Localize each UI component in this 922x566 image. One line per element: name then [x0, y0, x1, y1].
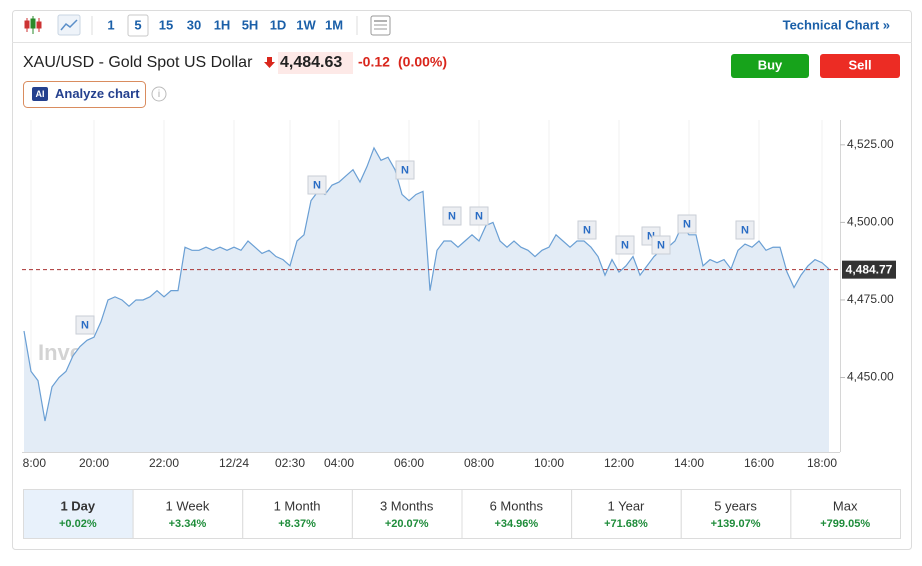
period-change: +139.07%: [711, 518, 761, 530]
x-tick-label: 14:00: [674, 456, 704, 470]
period-label[interactable]: 1 Year: [608, 498, 646, 513]
info-icon[interactable]: [151, 86, 167, 102]
period-label[interactable]: 3 Months: [380, 498, 434, 513]
table-icon[interactable]: [370, 15, 391, 36]
price-line: [23, 146, 830, 422]
news-marker-label[interactable]: N: [683, 218, 691, 230]
period-change: +20.07%: [385, 518, 429, 530]
period-cell[interactable]: [790, 489, 901, 539]
period-cell[interactable]: [23, 489, 134, 539]
news-marker-label[interactable]: N: [583, 224, 591, 236]
period-cell[interactable]: [132, 489, 244, 539]
news-marker[interactable]: [75, 315, 95, 335]
x-tick-label: 16:00: [744, 456, 774, 470]
period-cell[interactable]: [461, 489, 573, 539]
interval-button[interactable]: 15: [159, 17, 173, 32]
y-tick-label: 4,500.00: [847, 215, 894, 229]
y-tick-label: 4,475.00: [847, 292, 894, 306]
y-tick-label: 4,525.00: [847, 137, 894, 151]
interval-button[interactable]: 1D: [270, 17, 287, 32]
analyze-button[interactable]: [23, 81, 146, 108]
interval-button[interactable]: 30: [187, 17, 201, 32]
period-cell[interactable]: [242, 489, 353, 539]
interval-button[interactable]: 5: [134, 17, 141, 32]
period-change: +71.68%: [604, 518, 648, 530]
news-marker-label[interactable]: N: [741, 224, 749, 236]
interval-button[interactable]: 1M: [325, 17, 343, 32]
buy-button[interactable]: [731, 54, 809, 78]
news-marker[interactable]: [615, 235, 635, 255]
interval-button[interactable]: 1H: [214, 17, 231, 32]
area: [24, 147, 829, 452]
news-marker-label[interactable]: N: [448, 210, 456, 222]
ai-badge: [32, 87, 48, 101]
candle-icon[interactable]: [24, 16, 42, 34]
x-tick-label: 12:00: [604, 456, 634, 470]
x-tick-label: 10:00: [534, 456, 564, 470]
news-marker[interactable]: [577, 220, 597, 240]
x-tick-label: 12/24: [219, 456, 249, 470]
period-change: +0.02%: [59, 518, 97, 530]
x-tick-label: 22:00: [149, 456, 179, 470]
news-marker-label[interactable]: N: [647, 230, 655, 242]
change-pct: (0.00%): [398, 54, 447, 70]
period-label[interactable]: 6 Months: [490, 498, 544, 513]
period-label[interactable]: 1 Day: [60, 498, 95, 513]
x-tick-label: 18:00: [807, 456, 837, 470]
technical-chart-link[interactable]: Technical Chart »: [783, 17, 890, 32]
instrument-title: XAU/USD - Gold Spot US Dollar: [23, 54, 253, 71]
news-marker[interactable]: [651, 235, 671, 255]
period-label[interactable]: 5 years: [714, 498, 757, 513]
reference-label-bg: [842, 260, 896, 279]
period-cell[interactable]: [351, 489, 463, 539]
buy-label[interactable]: Buy: [758, 57, 783, 72]
news-marker[interactable]: [677, 214, 697, 234]
x-tick-label: 08:00: [464, 456, 494, 470]
period-change: +34.96%: [494, 518, 538, 530]
price-bg: [278, 52, 353, 74]
analyze-label[interactable]: Analyze chart: [55, 86, 140, 101]
period-change: +799.05%: [820, 518, 870, 530]
info-icon-i: i: [158, 89, 160, 100]
period-label[interactable]: Max: [833, 498, 858, 513]
price: 4,484.63: [280, 54, 342, 71]
news-marker-label[interactable]: N: [81, 319, 89, 331]
news-marker[interactable]: [735, 220, 755, 240]
news-marker[interactable]: [307, 175, 327, 195]
sell-button[interactable]: [820, 54, 900, 78]
sell-label[interactable]: Sell: [848, 57, 871, 72]
interval-active: [127, 14, 149, 37]
news-marker-label[interactable]: N: [313, 179, 321, 191]
period-cell[interactable]: [680, 489, 792, 539]
period-change: +3.34%: [169, 518, 207, 530]
interval-button[interactable]: 5H: [242, 17, 259, 32]
x-tick-label: 06:00: [394, 456, 424, 470]
news-marker-label[interactable]: N: [401, 164, 409, 176]
period-cell[interactable]: [571, 489, 682, 539]
news-marker-label[interactable]: N: [657, 239, 665, 251]
news-marker[interactable]: [442, 206, 462, 226]
period-change: +8.37%: [278, 518, 316, 530]
interval-button[interactable]: 1: [107, 17, 114, 32]
period-label[interactable]: 1 Week: [166, 498, 210, 513]
x-tick-label: 18:00: [16, 456, 46, 470]
x-tick-label: 20:00: [79, 456, 109, 470]
down-arrow: [264, 57, 275, 68]
area-icon[interactable]: [57, 14, 81, 36]
period-label[interactable]: 1 Month: [274, 498, 321, 513]
news-marker-label[interactable]: N: [475, 210, 483, 222]
x-tick-label: 04:00: [324, 456, 354, 470]
ai-badge-text: AI: [36, 89, 45, 99]
reference-label: 4,484.77: [846, 262, 893, 276]
news-marker[interactable]: [395, 160, 415, 180]
x-tick-label: 02:30: [275, 456, 305, 470]
news-marker[interactable]: [469, 206, 489, 226]
y-tick-label: 4,450.00: [847, 370, 894, 384]
interval-button[interactable]: 1W: [296, 17, 316, 32]
news-marker-label[interactable]: N: [621, 239, 629, 251]
change: -0.12: [358, 54, 390, 70]
